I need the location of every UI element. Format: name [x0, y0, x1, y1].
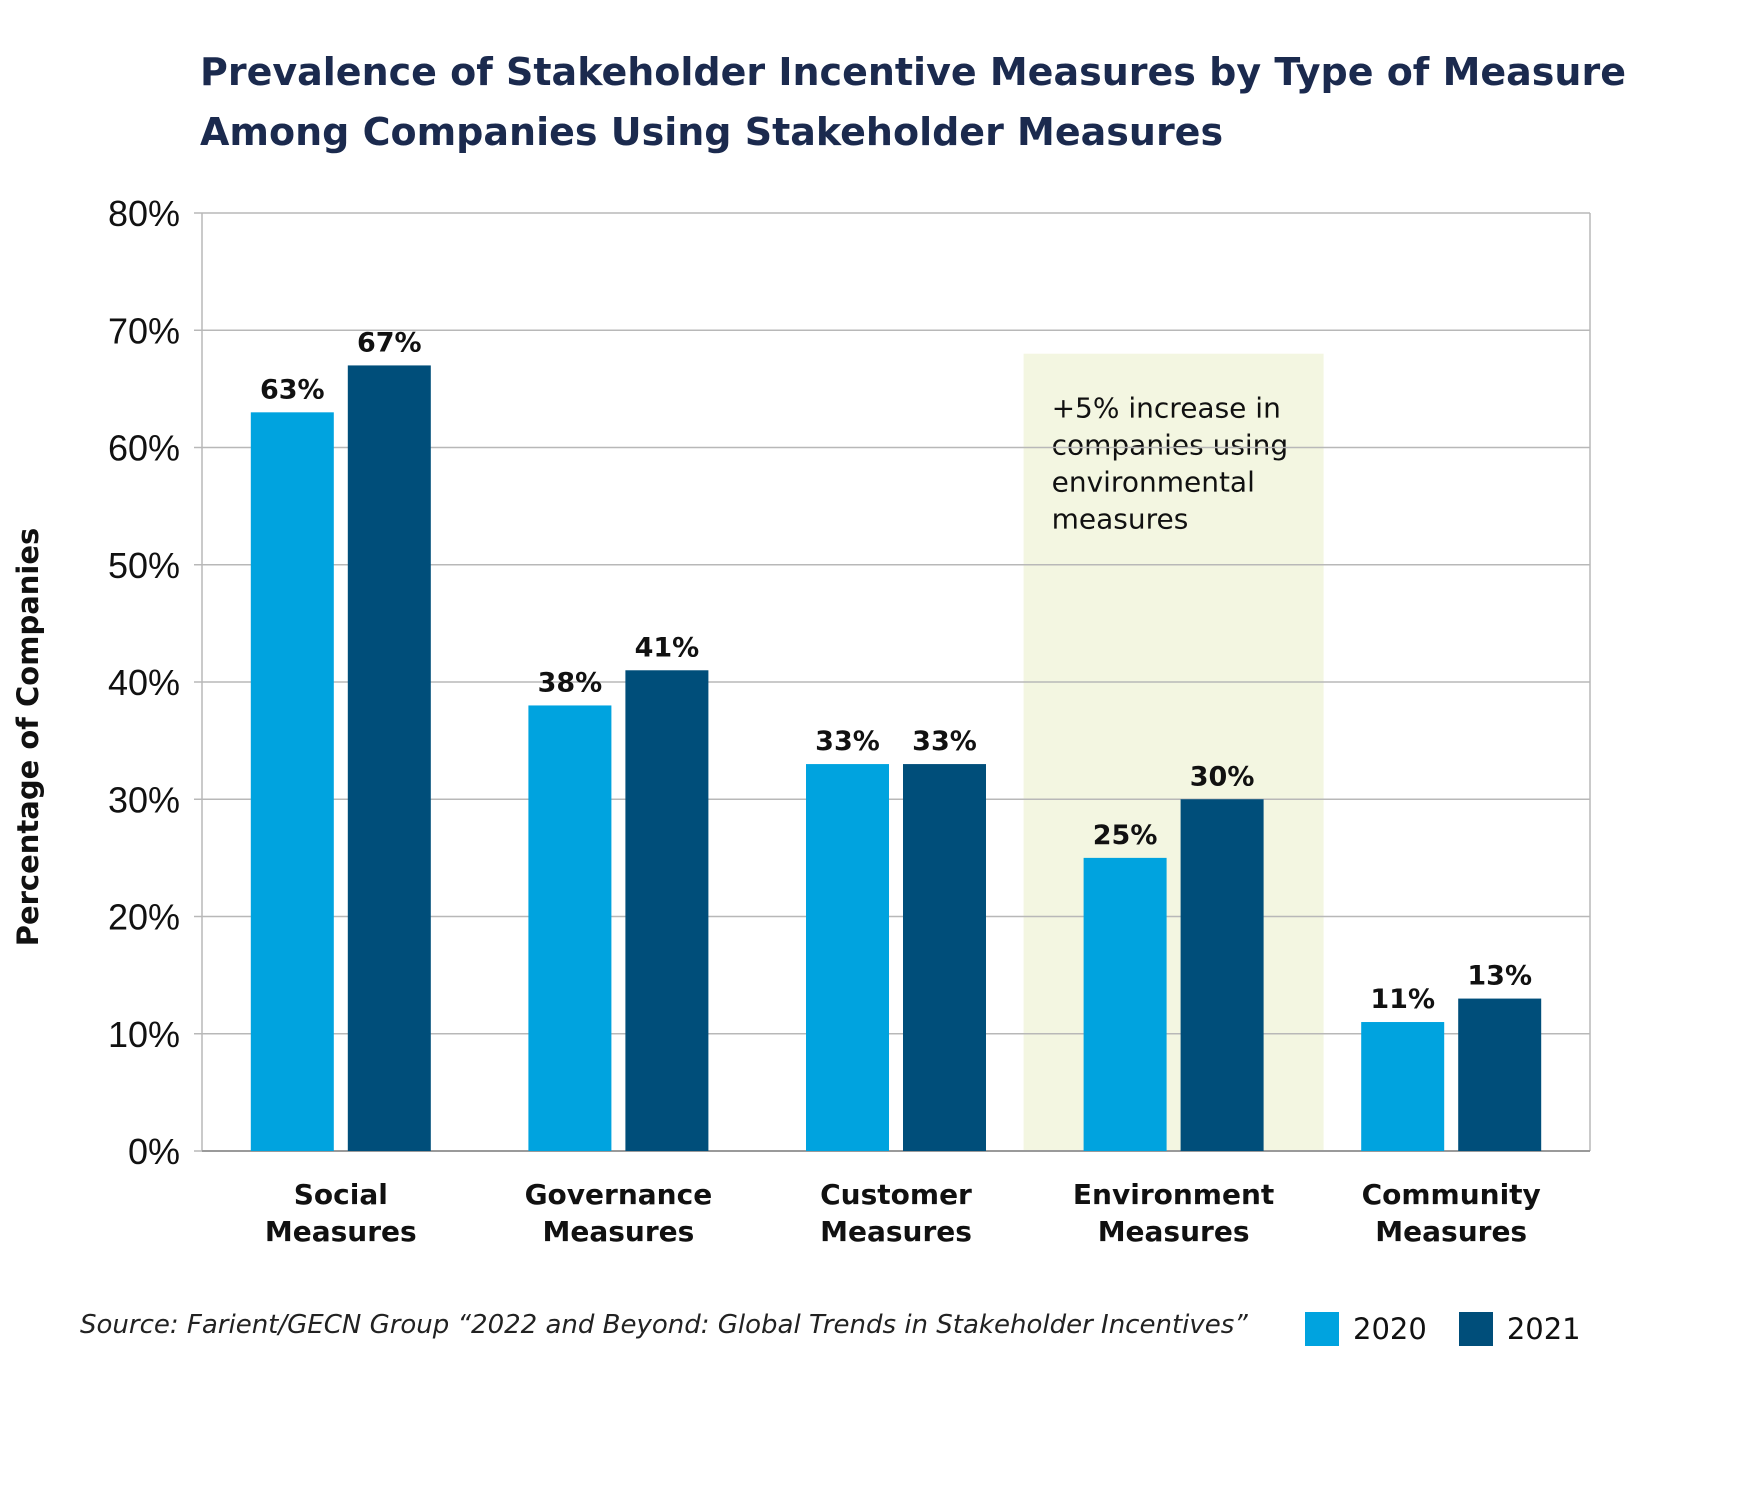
- annotation-line: measures: [1052, 503, 1189, 536]
- y-tick-label: 40%: [108, 662, 180, 703]
- y-tick-label: 70%: [108, 310, 180, 351]
- legend-swatch-2020: [1305, 1312, 1339, 1346]
- bar-value-label: 67%: [357, 327, 422, 358]
- legend-label-2021: 2021: [1506, 1312, 1581, 1346]
- x-category-label: Social Measures: [265, 1178, 417, 1248]
- y-tick-label: 10%: [108, 1014, 180, 1055]
- x-category-label-line: Measures: [1375, 1215, 1527, 1248]
- y-tick-label: 30%: [108, 779, 180, 820]
- source-note: Source: Farient/GECN Group “2022 and Bey…: [80, 1310, 1248, 1340]
- bar-value-label: 63%: [260, 374, 325, 405]
- x-category-label-line: Environment: [1073, 1178, 1274, 1211]
- y-tick-label: 0%: [128, 1131, 180, 1172]
- bar-value-label: 41%: [635, 632, 700, 663]
- bar-value-label: 33%: [912, 726, 977, 757]
- y-tick-label: 20%: [108, 897, 180, 938]
- y-tick-label: 60%: [108, 428, 180, 469]
- legend: 2020 2021: [1305, 1312, 1613, 1346]
- chart-title: Prevalence of Stakeholder Incentive Meas…: [200, 42, 1650, 162]
- annotation-line: environmental: [1052, 466, 1255, 499]
- x-category-label: Governance Measures: [525, 1178, 713, 1248]
- x-category-label-line: Social: [294, 1178, 388, 1211]
- x-category-label-line: Community: [1362, 1178, 1541, 1211]
- chart-title-line-2: Among Companies Using Stakeholder Measur…: [200, 110, 1224, 154]
- annotation-band: [1023, 353, 1324, 1151]
- x-category-label-line: Measures: [265, 1215, 417, 1248]
- x-category-label-line: Measures: [542, 1215, 694, 1248]
- bar-value-label: 25%: [1093, 820, 1158, 851]
- bar-2021: [1458, 998, 1542, 1151]
- bar-2020: [250, 412, 334, 1151]
- bar-2021: [625, 670, 709, 1151]
- bar-value-label: 38%: [538, 667, 603, 698]
- x-category-label: Community Measures: [1362, 1178, 1541, 1248]
- y-axis-title: Percentage of Companies: [11, 528, 45, 947]
- bar-value-label: 13%: [1467, 961, 1532, 992]
- bar-value-label: 30%: [1190, 761, 1255, 792]
- x-category-label-line: Governance: [525, 1178, 713, 1211]
- legend-item-2021: 2021: [1458, 1312, 1581, 1346]
- x-category-label: Environment Measures: [1073, 1178, 1274, 1248]
- legend-label-2020: 2020: [1353, 1312, 1427, 1346]
- y-tick-label: 50%: [108, 545, 180, 586]
- bar-value-label: 11%: [1370, 984, 1435, 1015]
- bar-2021: [903, 764, 986, 1151]
- bar-2020: [1083, 857, 1167, 1151]
- annotation-line: +5% increase in: [1052, 392, 1281, 425]
- x-category-label-line: Customer: [820, 1178, 972, 1211]
- bar-2020: [806, 764, 889, 1151]
- chart-title-line-1: Prevalence of Stakeholder Incentive Meas…: [200, 50, 1626, 94]
- bar-2021: [1180, 799, 1264, 1151]
- x-category-label-line: Measures: [820, 1215, 972, 1248]
- x-category-label-line: Measures: [1098, 1215, 1250, 1248]
- y-tick-label: 80%: [108, 193, 180, 234]
- bar-value-label: 33%: [815, 726, 880, 757]
- legend-item-2020: 2020: [1305, 1312, 1427, 1346]
- bar-2021: [347, 365, 431, 1151]
- annotation-line: companies using: [1052, 429, 1289, 462]
- x-category-label: Customer Measures: [820, 1178, 972, 1248]
- bar-2020: [528, 705, 612, 1151]
- annotation-text: +5% increase in companies using environmen…: [1052, 392, 1289, 536]
- bar-2020: [1361, 1022, 1445, 1151]
- legend-swatch-2021: [1458, 1312, 1493, 1346]
